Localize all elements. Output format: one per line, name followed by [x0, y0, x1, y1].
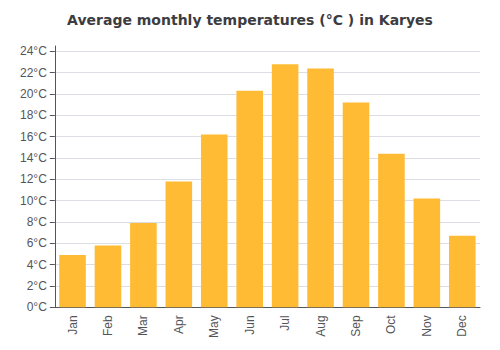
- svg-text:24°C: 24°C: [20, 44, 47, 58]
- svg-text:12°C: 12°C: [20, 172, 47, 186]
- svg-text:Jan: Jan: [66, 315, 80, 334]
- svg-text:20°C: 20°C: [20, 87, 47, 101]
- svg-text:0°C: 0°C: [27, 300, 47, 314]
- svg-text:Dec: Dec: [455, 315, 469, 336]
- svg-text:18°C: 18°C: [20, 108, 47, 122]
- svg-text:4°C: 4°C: [27, 258, 47, 272]
- svg-text:May: May: [207, 315, 221, 338]
- svg-text:Average monthly temperatures (: Average monthly temperatures (°C ) in Ka…: [67, 12, 433, 28]
- svg-text:10°C: 10°C: [20, 194, 47, 208]
- svg-text:2°C: 2°C: [27, 279, 47, 293]
- svg-text:Mar: Mar: [136, 315, 150, 336]
- svg-text:8°C: 8°C: [27, 215, 47, 229]
- svg-text:22°C: 22°C: [20, 66, 47, 80]
- svg-text:16°C: 16°C: [20, 130, 47, 144]
- svg-text:Nov: Nov: [420, 315, 434, 336]
- svg-text:Sep: Sep: [349, 315, 363, 337]
- svg-text:14°C: 14°C: [20, 151, 47, 165]
- svg-text:6°C: 6°C: [27, 236, 47, 250]
- svg-text:Aug: Aug: [314, 315, 328, 336]
- svg-text:Feb: Feb: [101, 315, 115, 336]
- svg-text:Oct: Oct: [384, 315, 398, 334]
- svg-text:Apr: Apr: [172, 315, 186, 334]
- svg-text:Jun: Jun: [243, 315, 257, 334]
- svg-text:Jul: Jul: [278, 315, 292, 330]
